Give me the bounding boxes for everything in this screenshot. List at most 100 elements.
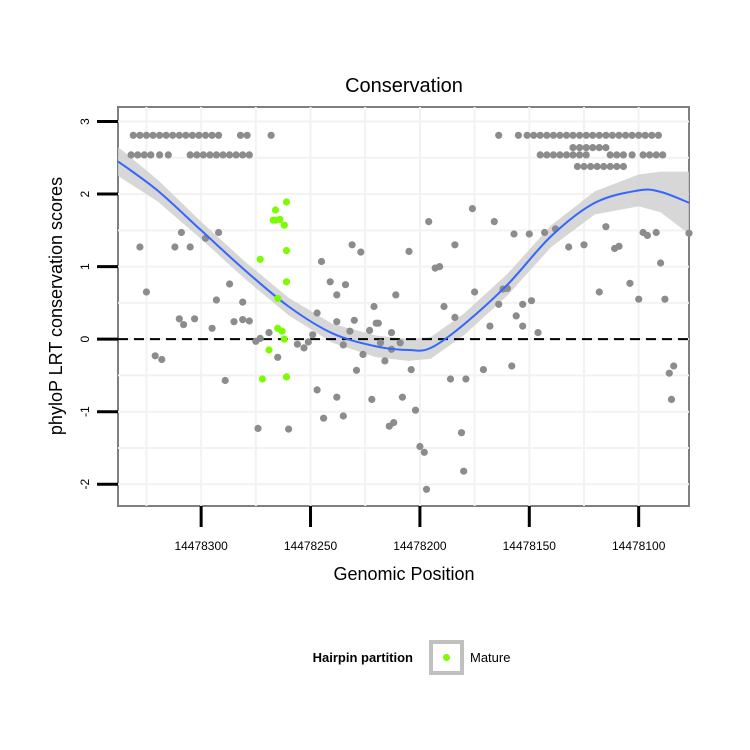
data-point: [254, 424, 262, 432]
data-point: [556, 131, 564, 139]
data-point: [479, 366, 487, 374]
data-point: [136, 243, 144, 251]
data-point: [643, 231, 652, 239]
mature-point: [282, 278, 291, 286]
data-point: [468, 205, 476, 213]
mature-point: [282, 247, 291, 255]
data-point: [608, 131, 617, 139]
data-point: [162, 131, 170, 139]
mature-point: [258, 375, 266, 383]
data-point: [326, 278, 334, 286]
data-point: [195, 131, 203, 139]
data-point: [136, 131, 144, 139]
data-point: [462, 375, 470, 383]
data-point: [527, 297, 536, 305]
data-point: [186, 151, 194, 159]
data-point: [352, 366, 361, 374]
data-point: [626, 279, 634, 287]
data-point: [313, 386, 321, 394]
data-point: [239, 151, 247, 159]
data-point: [333, 393, 341, 401]
data-point: [495, 300, 503, 308]
data-point: [451, 313, 459, 321]
legend-title: Hairpin partition: [313, 650, 413, 665]
data-point: [589, 131, 597, 139]
y-tick-label: 2: [78, 190, 92, 197]
data-point: [149, 131, 157, 139]
data-point: [606, 151, 614, 159]
data-point: [595, 144, 603, 152]
data-point: [374, 319, 382, 327]
data-point: [208, 131, 216, 139]
data-point: [606, 162, 614, 171]
data-point: [293, 340, 301, 348]
data-point: [267, 131, 275, 139]
data-point: [221, 376, 229, 385]
data-point: [576, 144, 584, 152]
data-point: [387, 329, 396, 337]
data-point: [212, 151, 220, 159]
data-point: [206, 151, 214, 159]
data-point: [333, 318, 341, 326]
data-point: [670, 362, 678, 370]
data-point: [667, 395, 676, 403]
data-point: [615, 131, 623, 139]
data-point: [245, 317, 253, 325]
data-point: [156, 151, 164, 159]
data-point: [381, 357, 389, 365]
chart-title: Conservation: [345, 75, 463, 97]
data-point: [256, 334, 264, 342]
data-point: [569, 144, 577, 152]
data-point: [580, 162, 588, 171]
data-point: [359, 350, 367, 358]
data-point: [536, 151, 544, 159]
smooth-curve: [117, 160, 690, 352]
data-point: [425, 218, 433, 226]
data-point: [317, 257, 326, 266]
data-point: [350, 316, 358, 324]
data-point: [215, 228, 223, 237]
y-tick-label: 0: [78, 335, 92, 342]
data-point: [212, 296, 220, 304]
data-point: [619, 151, 628, 159]
data-point: [530, 131, 538, 139]
data-point: [226, 280, 234, 288]
data-point: [127, 151, 135, 159]
data-point: [576, 151, 584, 159]
data-point: [219, 151, 227, 159]
hairpin-points: [127, 131, 693, 493]
mature-point: [265, 346, 273, 354]
data-point: [525, 230, 533, 238]
data-point: [405, 247, 413, 255]
data-point: [420, 448, 428, 456]
data-point: [239, 298, 247, 306]
data-point: [142, 131, 150, 139]
data-point: [274, 353, 282, 361]
data-point: [177, 228, 185, 237]
data-point: [140, 151, 148, 159]
mature-point: [282, 373, 291, 381]
data-point: [239, 316, 247, 324]
data-point: [265, 329, 273, 337]
data-point: [615, 242, 623, 250]
data-point: [341, 281, 350, 289]
data-point: [646, 151, 654, 159]
mature-point: [282, 198, 291, 206]
data-point: [635, 295, 643, 303]
data-point: [215, 131, 223, 139]
data-point: [156, 131, 164, 139]
data-point: [411, 406, 420, 414]
data-point: [641, 131, 649, 139]
x-tick-label: 14478100: [612, 539, 666, 553]
data-point: [339, 341, 347, 349]
data-point: [665, 369, 673, 377]
data-point: [685, 229, 693, 237]
data-point: [366, 326, 374, 334]
data-point: [582, 151, 590, 159]
x-axis-title: Genomic Position: [333, 564, 474, 584]
data-point: [556, 151, 564, 159]
data-point: [158, 355, 166, 364]
data-point: [549, 151, 558, 159]
y-tick-label: -1: [78, 406, 92, 417]
smooth-line: [117, 160, 690, 352]
